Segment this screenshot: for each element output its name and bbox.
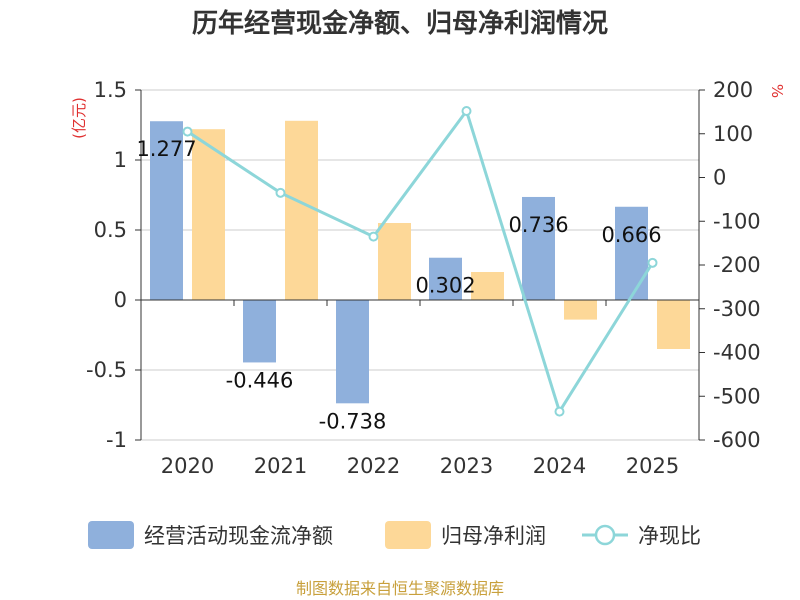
profit-bar <box>471 272 504 300</box>
cashflow-bar <box>243 300 276 363</box>
ratio-point <box>368 231 379 242</box>
y-right-tick-label: 200 <box>713 78 753 102</box>
x-tick-label: 2020 <box>161 454 214 478</box>
profit-bar <box>564 300 597 320</box>
cashflow-data-label: 0.736 <box>508 213 568 237</box>
x-tick-label: 2024 <box>533 454 586 478</box>
y-left-tick-label: 1.5 <box>94 78 127 102</box>
cashflow-bar <box>150 121 183 300</box>
chart-title: 历年经营现金净额、归母净利润情况 <box>192 8 608 39</box>
x-tick-label: 2025 <box>626 454 679 478</box>
y-left-tick-label: 0 <box>114 288 127 312</box>
y-left-tick-label: -0.5 <box>86 358 127 382</box>
y-right-unit: % <box>768 84 786 98</box>
legend-swatch-0 <box>88 521 134 549</box>
data-labels: 1.277 -0.446 -0.738 0.302 0.736 0.666 <box>136 137 661 433</box>
cashflow-bar <box>522 196 555 300</box>
profit-bar <box>192 129 225 300</box>
y-left-tick-label: 1 <box>114 148 127 172</box>
legend-label-1: 归母净利润 <box>441 524 546 548</box>
y-left-unit: (亿元) <box>70 97 88 139</box>
y-right-tick-label: -600 <box>713 428 761 452</box>
ratio-point <box>182 126 193 137</box>
ratio-line-path <box>186 107 654 416</box>
cashflow-data-label: -0.738 <box>319 409 387 433</box>
source-note: 制图数据来自恒生聚源数据库 <box>296 579 504 598</box>
cashflow-data-label: 0.666 <box>601 223 661 247</box>
y-right-tick-label: 100 <box>713 122 753 146</box>
ratio-point <box>647 257 658 268</box>
y-right-tick-label: -500 <box>713 384 761 408</box>
y-left-tick-label: 0.5 <box>94 218 127 242</box>
cashflow-bar <box>429 257 462 300</box>
legend-marker-2 <box>594 524 616 546</box>
cashflow-bar <box>615 206 648 300</box>
legend: 经营活动现金流净额 归母净利润 净现比 <box>88 521 701 549</box>
legend-label-2: 净现比 <box>638 524 701 548</box>
axes: 1.5 1 0.5 0 -0.5 -1 200 100 0 -100 -200 -300 -400 -50… <box>86 78 761 478</box>
profit-bar <box>378 223 411 300</box>
legend-swatch-1 <box>385 521 431 549</box>
x-tick-label: 2022 <box>347 454 400 478</box>
x-tick-label: 2023 <box>440 454 493 478</box>
ratio-point <box>554 406 565 417</box>
y-right-tick-label: -100 <box>713 209 761 233</box>
bars <box>150 120 690 404</box>
profit-bar <box>285 120 318 300</box>
y-left-tick-label: -1 <box>106 428 127 452</box>
legend-label-0: 经营活动现金流净额 <box>144 524 333 548</box>
y-right-tick-label: -400 <box>713 341 761 365</box>
x-tick-label: 2021 <box>254 454 307 478</box>
ratio-point <box>275 187 286 198</box>
y-right-tick-label: 0 <box>713 166 726 190</box>
cashflow-data-label: -0.446 <box>226 368 294 392</box>
cashflow-data-label: 1.277 <box>136 137 196 161</box>
y-right-tick-label: -200 <box>713 253 761 277</box>
profit-bar <box>657 300 690 349</box>
cashflow-bar <box>336 300 369 404</box>
cashflow-data-label: 0.302 <box>415 274 475 298</box>
ratio-line <box>182 106 658 417</box>
y-right-tick-label: -300 <box>713 297 761 321</box>
ratio-point <box>461 106 472 116</box>
